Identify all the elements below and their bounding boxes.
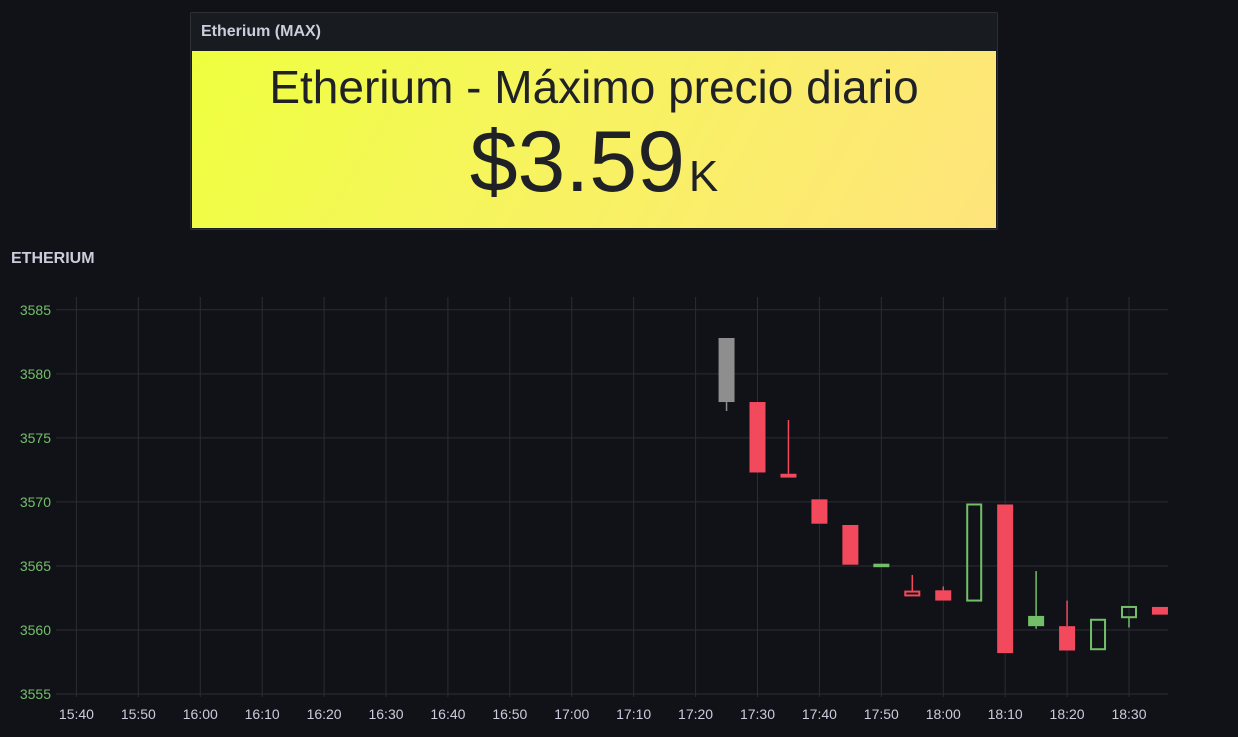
candle-body [1120,605,1137,619]
x-tick-label: 17:20 [678,706,713,722]
candle [966,503,983,602]
x-tick-label: 15:40 [59,706,94,722]
candle-body [1090,618,1107,651]
stat-title: Etherium - Máximo precio diario [269,61,919,113]
y-tick-label: 3570 [20,494,51,510]
candle [1059,600,1076,651]
y-tick-label: 3585 [20,302,51,318]
x-tick-label: 16:40 [430,706,465,722]
candle-body [1059,626,1076,651]
y-tick-label: 3580 [20,366,51,382]
candle [997,504,1014,654]
x-tick-label: 16:00 [183,706,218,722]
x-tick-label: 15:50 [121,706,156,722]
candle [811,499,828,524]
candle-body [842,524,859,565]
x-tick-label: 17:10 [616,706,651,722]
x-tick-label: 18:10 [988,706,1023,722]
candle-body [873,563,890,568]
y-tick-label: 3575 [20,430,51,446]
candle [749,402,766,473]
candle-body [749,402,766,473]
x-tick-label: 18:20 [1050,706,1085,722]
x-tick-label: 17:30 [740,706,775,722]
candle-body [1151,606,1168,615]
candle-body [904,590,921,597]
candle-body [811,499,828,524]
candle [1028,571,1045,629]
y-axis-ticks: 3555 3560 3565 3570 3575 3580 3585 [20,302,51,702]
candle [842,524,859,565]
candle [935,586,952,601]
stat-value: $3.59K [192,117,996,232]
x-tick-label: 18:00 [926,706,961,722]
x-tick-label: 17:50 [864,706,899,722]
x-tick-label: 16:20 [307,706,342,722]
candle [904,574,921,597]
candle [873,563,890,568]
stat-panel-body: Etherium - Máximo precio diario $3.59K [192,51,996,228]
candles [718,337,1168,654]
y-tick-label: 3555 [20,686,51,702]
candle-body [935,590,952,601]
candle [780,419,797,478]
x-tick-label: 17:40 [802,706,837,722]
x-tick-label: 16:50 [492,706,527,722]
y-tick-label: 3560 [20,622,51,638]
x-tick-label: 16:30 [368,706,403,722]
x-tick-label: 17:00 [554,706,589,722]
x-tick-label: 18:30 [1111,706,1146,722]
candle-body [718,337,735,403]
stat-panel: Etherium (MAX) Etherium - Máximo precio … [190,12,998,230]
x-tick-label: 16:10 [245,706,280,722]
stat-value-number: $3.59 [469,114,685,210]
candle-body [997,504,1014,654]
y-tick-label: 3565 [20,558,51,574]
x-axis-ticks: 15:40 15:50 16:00 16:10 16:20 16:30 16:40 16:50… [59,706,1147,722]
candle-body [1028,615,1045,627]
stat-value-unit: K [688,152,719,201]
candle-body [780,473,797,478]
candlestick-chart-panel: 3555 3560 3565 3570 3575 3580 3585 15:40 15:50 1… [0,242,1238,737]
candle [1090,618,1107,651]
stat-panel-header[interactable]: Etherium (MAX) [201,23,321,40]
candle [1151,606,1168,615]
candle [1120,605,1137,628]
chart-title[interactable]: ETHERIUM [11,250,95,267]
candle [718,337,735,411]
candle-body [966,503,983,602]
